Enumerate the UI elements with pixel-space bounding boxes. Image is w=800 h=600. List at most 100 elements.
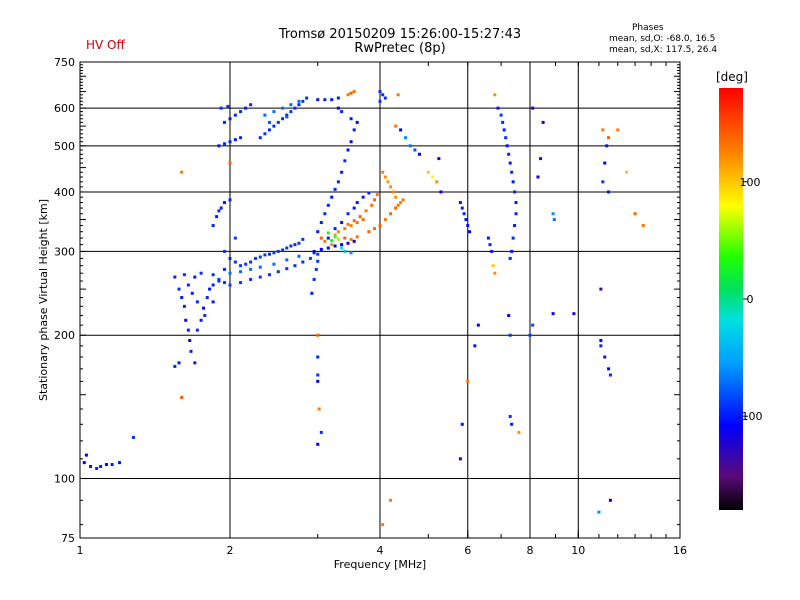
data-point <box>394 195 398 199</box>
data-point <box>373 227 377 231</box>
data-point <box>641 224 645 228</box>
data-point <box>173 364 177 368</box>
y-axis-label: Stationary phase Virtual Height [km] <box>37 199 50 401</box>
data-point <box>293 243 297 247</box>
data-point <box>607 367 611 371</box>
data-point <box>258 265 262 269</box>
data-point <box>223 201 227 205</box>
data-point <box>233 138 237 142</box>
y-tick-label: 300 <box>54 245 75 258</box>
data-point <box>346 93 350 97</box>
data-point <box>437 157 441 161</box>
colorbar-tick-label: 100 <box>740 176 761 189</box>
data-point <box>510 170 514 174</box>
phases-box-title: Phases <box>632 23 664 33</box>
data-point <box>608 498 612 502</box>
data-point <box>340 170 344 174</box>
data-point <box>203 314 207 318</box>
data-point <box>249 267 253 271</box>
data-points <box>82 90 645 527</box>
y-tick-label: 750 <box>54 56 75 69</box>
data-point <box>316 373 320 377</box>
data-point <box>364 209 368 213</box>
data-point <box>616 128 620 132</box>
data-point <box>211 300 215 304</box>
data-point <box>426 170 430 174</box>
data-point <box>370 203 374 207</box>
data-point <box>293 264 297 268</box>
data-point <box>399 128 403 132</box>
data-point <box>330 195 334 199</box>
data-point <box>504 136 508 140</box>
y-tick-label: 75 <box>61 532 75 545</box>
data-point <box>507 152 511 156</box>
data-point <box>267 128 271 132</box>
data-point <box>267 120 271 124</box>
data-point <box>239 270 243 274</box>
data-point <box>514 201 518 205</box>
chart-title: Tromsø 20150209 15:26:00-15:27:43 <box>278 27 522 42</box>
data-point <box>336 237 340 241</box>
data-point <box>323 212 327 216</box>
data-point <box>394 206 398 210</box>
data-point <box>272 251 276 255</box>
data-point <box>233 260 237 264</box>
data-point <box>211 224 215 228</box>
colorbar <box>719 88 743 510</box>
data-point <box>391 190 395 194</box>
data-point <box>517 430 521 434</box>
data-point <box>228 283 232 287</box>
data-point <box>289 103 293 107</box>
data-point <box>460 422 464 426</box>
data-point <box>378 224 382 228</box>
data-point <box>381 523 385 527</box>
data-point <box>601 128 605 132</box>
colorbar-tick-label: 0 <box>747 293 754 306</box>
data-point <box>355 235 359 239</box>
data-point <box>308 256 312 260</box>
data-point <box>82 461 86 465</box>
data-point <box>528 333 532 337</box>
data-point <box>493 271 497 275</box>
data-point <box>378 90 382 94</box>
data-point <box>84 453 88 457</box>
data-point <box>289 244 293 248</box>
data-point <box>326 203 330 207</box>
data-point <box>289 110 293 114</box>
data-point <box>336 180 340 184</box>
data-point <box>490 249 494 253</box>
data-point <box>507 314 511 318</box>
data-point <box>349 251 353 255</box>
data-point <box>401 198 405 202</box>
data-point <box>272 110 276 114</box>
data-point <box>285 267 289 271</box>
data-point <box>496 106 500 110</box>
data-point <box>285 113 289 117</box>
data-point <box>330 243 334 247</box>
data-point <box>333 227 337 231</box>
data-point <box>486 236 490 240</box>
y-tick-label: 400 <box>54 186 75 199</box>
data-point <box>249 277 253 281</box>
data-point <box>501 120 505 124</box>
data-point <box>330 239 334 243</box>
data-point <box>205 296 209 300</box>
data-point <box>367 230 371 234</box>
data-point <box>505 144 509 148</box>
data-point <box>355 201 359 205</box>
data-point <box>343 227 347 231</box>
data-point <box>319 236 323 240</box>
data-point <box>217 277 221 281</box>
data-point <box>476 323 480 327</box>
x-tick-label: 8 <box>527 544 534 557</box>
data-point <box>180 170 184 174</box>
data-point <box>316 259 320 263</box>
data-point <box>193 361 197 365</box>
data-point <box>226 104 230 108</box>
data-point <box>349 237 353 241</box>
data-point <box>326 236 330 240</box>
data-point <box>104 463 108 467</box>
data-point <box>117 461 121 465</box>
grid-lines <box>80 62 680 538</box>
data-point <box>316 230 320 234</box>
